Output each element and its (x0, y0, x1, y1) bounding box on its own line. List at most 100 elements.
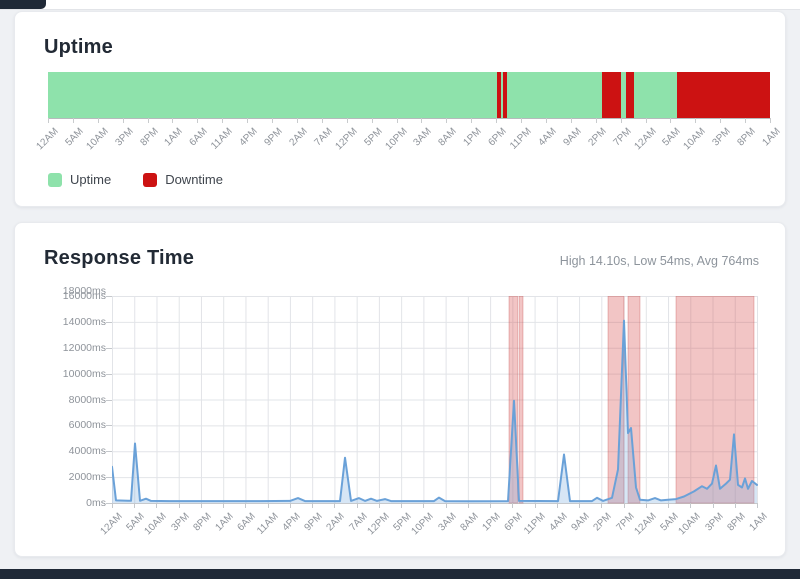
uptime-timeline-bar (48, 72, 770, 119)
response-y-tick-label: 12000ms (62, 341, 106, 354)
uptime-tick (396, 118, 398, 123)
uptime-segment-up (500, 72, 503, 118)
response-x-tick (245, 503, 247, 508)
response-y-tick (106, 503, 112, 504)
uptime-tick (346, 118, 348, 123)
uptime-tick (147, 118, 149, 123)
response-chart-svg (112, 296, 758, 504)
response-y-tick-label: 4000ms (68, 445, 106, 458)
response-x-tick (423, 503, 425, 508)
uptime-tick (670, 118, 672, 123)
uptime-tick (521, 118, 523, 123)
uptime-tick (48, 118, 49, 123)
uptime-tick (595, 118, 597, 123)
response-y-tick (106, 425, 112, 427)
response-chart-plot (112, 296, 758, 504)
response-x-tick (668, 503, 670, 508)
downtime-legend-swatch (143, 172, 158, 187)
response-x-tick (623, 503, 625, 508)
response-y-tick-label: 0ms (86, 497, 106, 509)
uptime-legend: Uptime Downtime (48, 172, 247, 187)
response-y-tick-label: 6000ms (68, 419, 106, 432)
response-x-tick (445, 503, 447, 508)
response-y-tick-label: 14000ms (62, 315, 106, 328)
top-left-dark-chrome (0, 0, 46, 9)
uptime-tick (620, 118, 622, 123)
response-y-tick-label: 2000ms (68, 471, 106, 484)
response-x-tick (312, 503, 314, 508)
response-stats-summary: High 14.10s, Low 54ms, Avg 764ms (559, 254, 759, 268)
uptime-tick (197, 118, 199, 123)
uptime-tick (545, 118, 547, 123)
response-y-tick (106, 296, 112, 297)
uptime-tick (695, 118, 697, 123)
response-y-tick-label: 10000ms (62, 367, 106, 380)
uptime-segment-down (625, 72, 634, 118)
response-y-tick (106, 373, 112, 375)
response-x-tick (378, 503, 380, 508)
uptime-segment-down (601, 72, 621, 118)
response-x-tick (490, 503, 492, 508)
response-x-tick (645, 503, 647, 508)
uptime-segment-down (497, 72, 501, 118)
response-x-tick (289, 503, 291, 508)
uptime-tick (321, 118, 323, 123)
uptime-legend-swatch (48, 172, 62, 187)
uptime-segment-up (633, 72, 677, 118)
response-x-tick (734, 503, 736, 508)
uptime-tick (72, 118, 74, 123)
response-x-tick (200, 503, 202, 508)
uptime-card-title: Uptime (44, 36, 113, 58)
uptime-segment-up (506, 72, 602, 118)
uptime-segment-down (676, 72, 770, 118)
uptime-tick (172, 118, 174, 123)
uptime-tick (570, 118, 572, 123)
response-x-tick (401, 503, 403, 508)
response-time-card: Response Time High 14.10s, Low 54ms, Avg… (14, 222, 786, 557)
uptime-tick (296, 118, 298, 123)
uptime-tick (496, 118, 498, 123)
response-x-tick (156, 503, 158, 508)
uptime-tick (97, 118, 99, 123)
response-x-tick (579, 503, 581, 508)
response-x-tick (223, 503, 225, 508)
response-y-tick (106, 451, 112, 453)
response-x-tick (712, 503, 714, 508)
response-x-tick (134, 503, 136, 508)
uptime-tick (745, 118, 747, 123)
uptime-tick (222, 118, 224, 123)
uptime-tick (446, 118, 448, 123)
uptime-tick (770, 118, 771, 123)
top-header-strip (0, 0, 800, 10)
response-y-tick (106, 399, 112, 401)
response-x-tick (356, 503, 358, 508)
response-x-tick (334, 503, 336, 508)
uptime-legend-label: Uptime (70, 172, 112, 187)
response-x-tick (512, 503, 514, 508)
uptime-segment-up (620, 72, 626, 118)
response-x-tick (556, 503, 558, 508)
uptime-tick (471, 118, 473, 123)
response-y-tick-label: 16000ms (62, 290, 106, 302)
uptime-tick (421, 118, 423, 123)
uptime-tick (272, 118, 274, 123)
response-y-overflow-label: 18000ms (62, 285, 106, 297)
uptime-tick (645, 118, 647, 123)
response-x-tick (112, 503, 113, 508)
response-x-tick (534, 503, 536, 508)
response-x-tick (467, 503, 469, 508)
uptime-tick (371, 118, 373, 123)
uptime-segment-down (502, 72, 507, 118)
response-y-tick-label: 8000ms (68, 393, 106, 406)
response-x-tick (267, 503, 269, 508)
response-x-tick (690, 503, 692, 508)
response-y-tick (106, 321, 112, 323)
bottom-dark-chrome (0, 569, 800, 579)
response-y-tick (106, 477, 112, 479)
response-y-tick (106, 347, 112, 349)
downtime-legend-label: Downtime (165, 172, 223, 187)
response-x-tick (601, 503, 603, 508)
response-x-tick (178, 503, 180, 508)
uptime-card: Uptime 12AM 5AM 10AM 3PM 8PM 1AM 6AM 11AM 4PM 9PM… (14, 11, 786, 207)
